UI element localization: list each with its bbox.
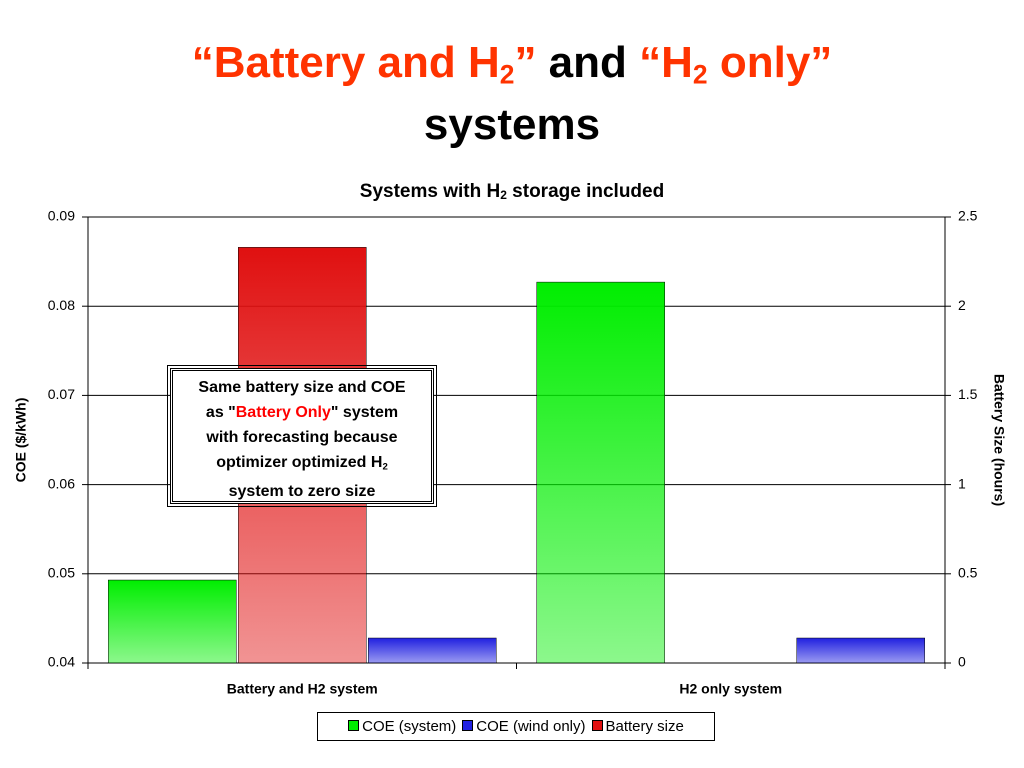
y-tick-label: 0.08 bbox=[48, 297, 75, 313]
annotation-text: as " bbox=[205, 404, 236, 421]
title-part: and bbox=[536, 38, 640, 87]
title-sub: 2 bbox=[499, 59, 515, 90]
title-part: ” bbox=[514, 38, 537, 87]
chart-title-sub: 2 bbox=[500, 188, 507, 202]
legend: COE (system) COE (wind only) Battery size bbox=[317, 712, 715, 741]
bar bbox=[368, 637, 497, 664]
y-tick-label: 0.06 bbox=[48, 475, 75, 491]
title-part: “Battery and H bbox=[191, 38, 500, 87]
y2-tick-label: 1 bbox=[958, 475, 966, 491]
y2-tick-label: 0.5 bbox=[958, 565, 978, 581]
annotation-text: system to zero size bbox=[228, 483, 376, 501]
y2-tick-label: 2 bbox=[958, 297, 966, 313]
annotation-sub: 2 bbox=[382, 461, 388, 473]
legend-item: Battery size bbox=[591, 718, 684, 735]
annotation: Same battery size and COE as "Battery On… bbox=[167, 365, 437, 507]
annotation-text: optimizer optimized H bbox=[216, 454, 383, 471]
slide-title: “Battery and H2” and “H2 only” systems bbox=[0, 38, 1024, 150]
y2-axis-label: Battery Size (hours) bbox=[991, 374, 1007, 506]
title-part: “H bbox=[639, 38, 693, 87]
legend-label: COE (system) bbox=[362, 718, 457, 735]
bar bbox=[108, 579, 237, 664]
bar bbox=[536, 281, 665, 664]
legend-swatch bbox=[462, 720, 474, 731]
x-tick-label: Battery and H2 system bbox=[227, 681, 378, 697]
chart-title: Systems with H2 storage included bbox=[360, 181, 664, 202]
annotation-text: with forecasting because bbox=[206, 429, 398, 446]
legend-item: COE (wind only) bbox=[462, 718, 586, 735]
y-tick-label: 0.05 bbox=[48, 565, 75, 581]
annotation-text: Same battery size and COE bbox=[198, 379, 406, 396]
title-part: systems bbox=[423, 99, 601, 149]
legend-item: COE (system) bbox=[348, 718, 456, 735]
legend-label: Battery size bbox=[605, 718, 684, 735]
legend-swatch bbox=[591, 720, 603, 731]
legend-label: COE (wind only) bbox=[476, 718, 586, 735]
y-tick-label: 0.07 bbox=[48, 386, 75, 402]
y2-tick-label: 2.5 bbox=[958, 208, 978, 224]
y-tick-label: 0.04 bbox=[48, 654, 75, 670]
y-tick-label: 0.09 bbox=[48, 208, 75, 224]
title-part: only” bbox=[707, 38, 833, 87]
y2-tick-label: 0 bbox=[958, 654, 966, 670]
annotation-text: " system bbox=[330, 404, 399, 421]
chart-title-part: storage included bbox=[507, 181, 664, 202]
chart-title-part: Systems with H bbox=[360, 181, 500, 202]
legend-swatch bbox=[348, 720, 360, 731]
x-tick-label: H2 only system bbox=[679, 681, 782, 697]
y2-tick-label: 1.5 bbox=[958, 386, 978, 402]
title-sub: 2 bbox=[692, 59, 708, 90]
y-axis-label: COE ($/kWh) bbox=[13, 398, 29, 483]
annotation-text: Battery Only bbox=[235, 404, 331, 421]
bar bbox=[796, 637, 925, 664]
